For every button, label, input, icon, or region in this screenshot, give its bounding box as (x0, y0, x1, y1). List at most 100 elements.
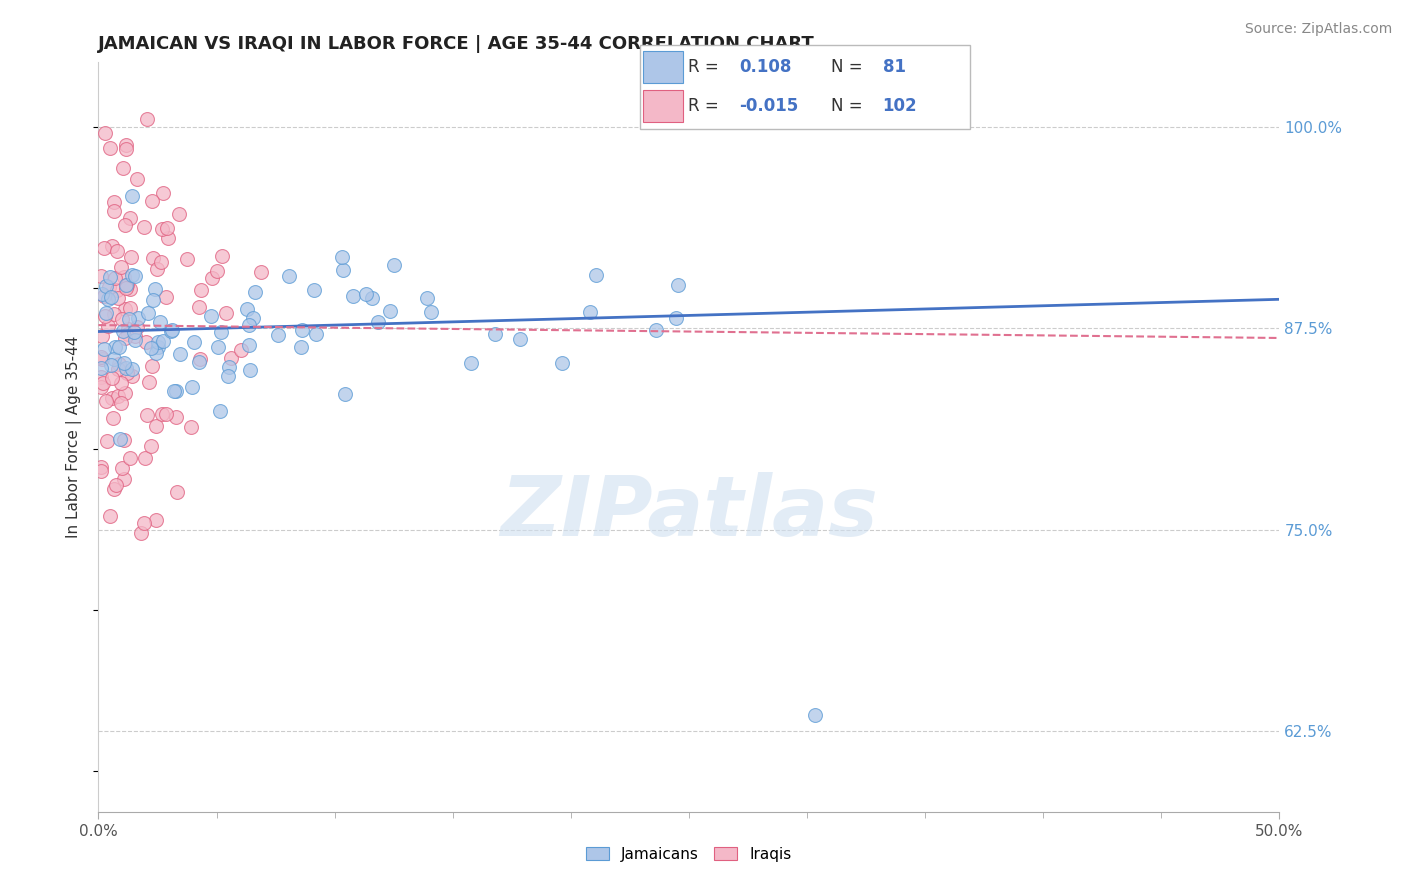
Point (139, 342, 162, 356)
Point (103, 351, 125, 366)
Point (103, 194, 125, 209)
Text: 81: 81 (883, 58, 905, 76)
Point (105, 244, 128, 259)
Point (190, 352, 212, 367)
Point (118, 451, 141, 466)
Point (155, 290, 177, 304)
Point (290, 340, 312, 354)
Point (332, 262, 354, 277)
Point (107, 291, 129, 305)
Point (215, 306, 238, 320)
Point (218, 360, 240, 375)
Point (238, 338, 260, 352)
Point (145, 513, 167, 527)
Text: N =: N = (831, 96, 869, 114)
Point (111, 461, 134, 475)
Point (101, 239, 124, 253)
Point (115, 361, 138, 376)
Point (112, 325, 135, 339)
Point (243, 285, 266, 300)
Point (160, 324, 183, 338)
Point (585, 268, 607, 282)
Point (94, 306, 117, 320)
Point (124, 329, 146, 343)
Point (108, 357, 131, 371)
Point (141, 194, 163, 208)
Point (188, 355, 211, 369)
Point (127, 171, 149, 186)
Point (114, 301, 136, 316)
Point (112, 356, 135, 370)
Point (90, 464, 112, 478)
Point (360, 291, 382, 305)
Point (134, 516, 156, 530)
Point (121, 189, 143, 203)
Point (114, 385, 136, 400)
Text: ZIPatlas: ZIPatlas (501, 472, 877, 552)
Point (115, 281, 138, 295)
Point (107, 362, 129, 376)
Point (342, 289, 364, 303)
Point (112, 434, 135, 448)
Point (666, 277, 689, 292)
Point (90, 380, 112, 394)
Point (90, 370, 112, 384)
Point (236, 301, 259, 316)
Point (211, 249, 233, 263)
Y-axis label: In Labor Force | Age 35-44: In Labor Force | Age 35-44 (66, 336, 83, 538)
Point (291, 323, 314, 337)
Point (98, 141, 121, 155)
Point (181, 380, 204, 394)
Point (118, 211, 141, 225)
Point (90, 361, 112, 376)
Point (160, 323, 183, 337)
Point (100, 358, 122, 372)
Point (111, 161, 134, 175)
Point (117, 326, 139, 341)
Text: 102: 102 (883, 96, 917, 114)
Point (115, 138, 138, 153)
Point (242, 311, 264, 326)
Point (125, 319, 148, 334)
Point (644, 323, 666, 337)
Point (249, 265, 271, 279)
Point (267, 327, 290, 342)
Point (118, 282, 141, 296)
Text: R =: R = (688, 58, 724, 76)
Point (96, 279, 118, 293)
Point (103, 307, 125, 321)
Point (105, 477, 128, 491)
Point (101, 411, 124, 425)
Point (167, 207, 190, 221)
Text: Source: ZipAtlas.com: Source: ZipAtlas.com (1244, 22, 1392, 37)
Point (152, 186, 174, 200)
Point (90, 268, 112, 283)
Point (148, 340, 170, 354)
Point (90, 459, 112, 474)
Point (117, 322, 139, 336)
Point (551, 356, 574, 370)
Point (118, 301, 141, 315)
FancyBboxPatch shape (640, 45, 970, 129)
Point (93, 289, 115, 303)
Point (93, 126, 115, 140)
Point (176, 252, 198, 267)
Point (135, 335, 157, 350)
Point (148, 334, 170, 349)
Point (111, 311, 134, 326)
Legend: Jamaicans, Iraqis: Jamaicans, Iraqis (581, 840, 797, 868)
Point (115, 277, 138, 292)
Point (97, 292, 120, 306)
Point (138, 376, 160, 390)
Point (150, 407, 173, 421)
Point (278, 269, 301, 284)
Point (121, 369, 143, 384)
Point (112, 472, 135, 486)
Point (460, 356, 482, 370)
Point (152, 221, 174, 235)
Point (114, 219, 136, 233)
Point (129, 525, 152, 540)
Point (136, 306, 159, 320)
Point (145, 346, 167, 360)
Point (380, 304, 402, 318)
